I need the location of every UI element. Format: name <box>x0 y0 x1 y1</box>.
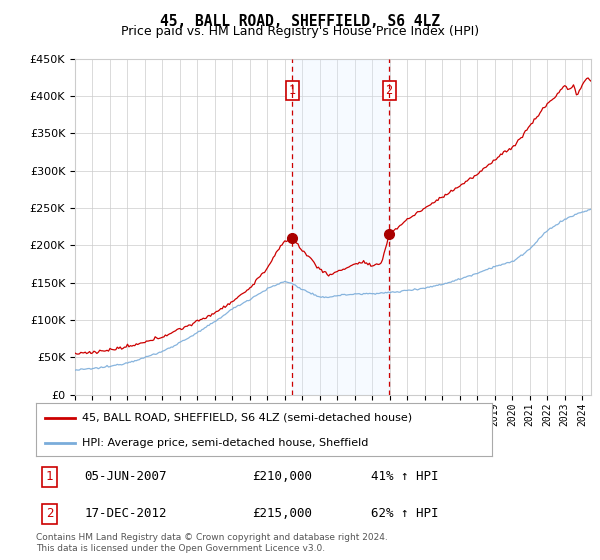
Text: 2: 2 <box>386 84 393 97</box>
Text: £210,000: £210,000 <box>252 470 312 483</box>
Text: 17-DEC-2012: 17-DEC-2012 <box>85 507 167 520</box>
Text: £215,000: £215,000 <box>252 507 312 520</box>
Text: 62% ↑ HPI: 62% ↑ HPI <box>371 507 438 520</box>
Text: 1: 1 <box>46 470 53 483</box>
Text: Price paid vs. HM Land Registry's House Price Index (HPI): Price paid vs. HM Land Registry's House … <box>121 25 479 38</box>
Text: 1: 1 <box>289 84 296 97</box>
Text: 45, BALL ROAD, SHEFFIELD, S6 4LZ (semi-detached house): 45, BALL ROAD, SHEFFIELD, S6 4LZ (semi-d… <box>82 413 412 423</box>
Text: 45, BALL ROAD, SHEFFIELD, S6 4LZ: 45, BALL ROAD, SHEFFIELD, S6 4LZ <box>160 14 440 29</box>
Bar <box>292 59 389 395</box>
Text: 2: 2 <box>46 507 53 520</box>
Text: 41% ↑ HPI: 41% ↑ HPI <box>371 470 438 483</box>
Text: 05-JUN-2007: 05-JUN-2007 <box>85 470 167 483</box>
Text: Contains HM Land Registry data © Crown copyright and database right 2024.
This d: Contains HM Land Registry data © Crown c… <box>36 533 388 553</box>
Text: HPI: Average price, semi-detached house, Sheffield: HPI: Average price, semi-detached house,… <box>82 438 368 448</box>
